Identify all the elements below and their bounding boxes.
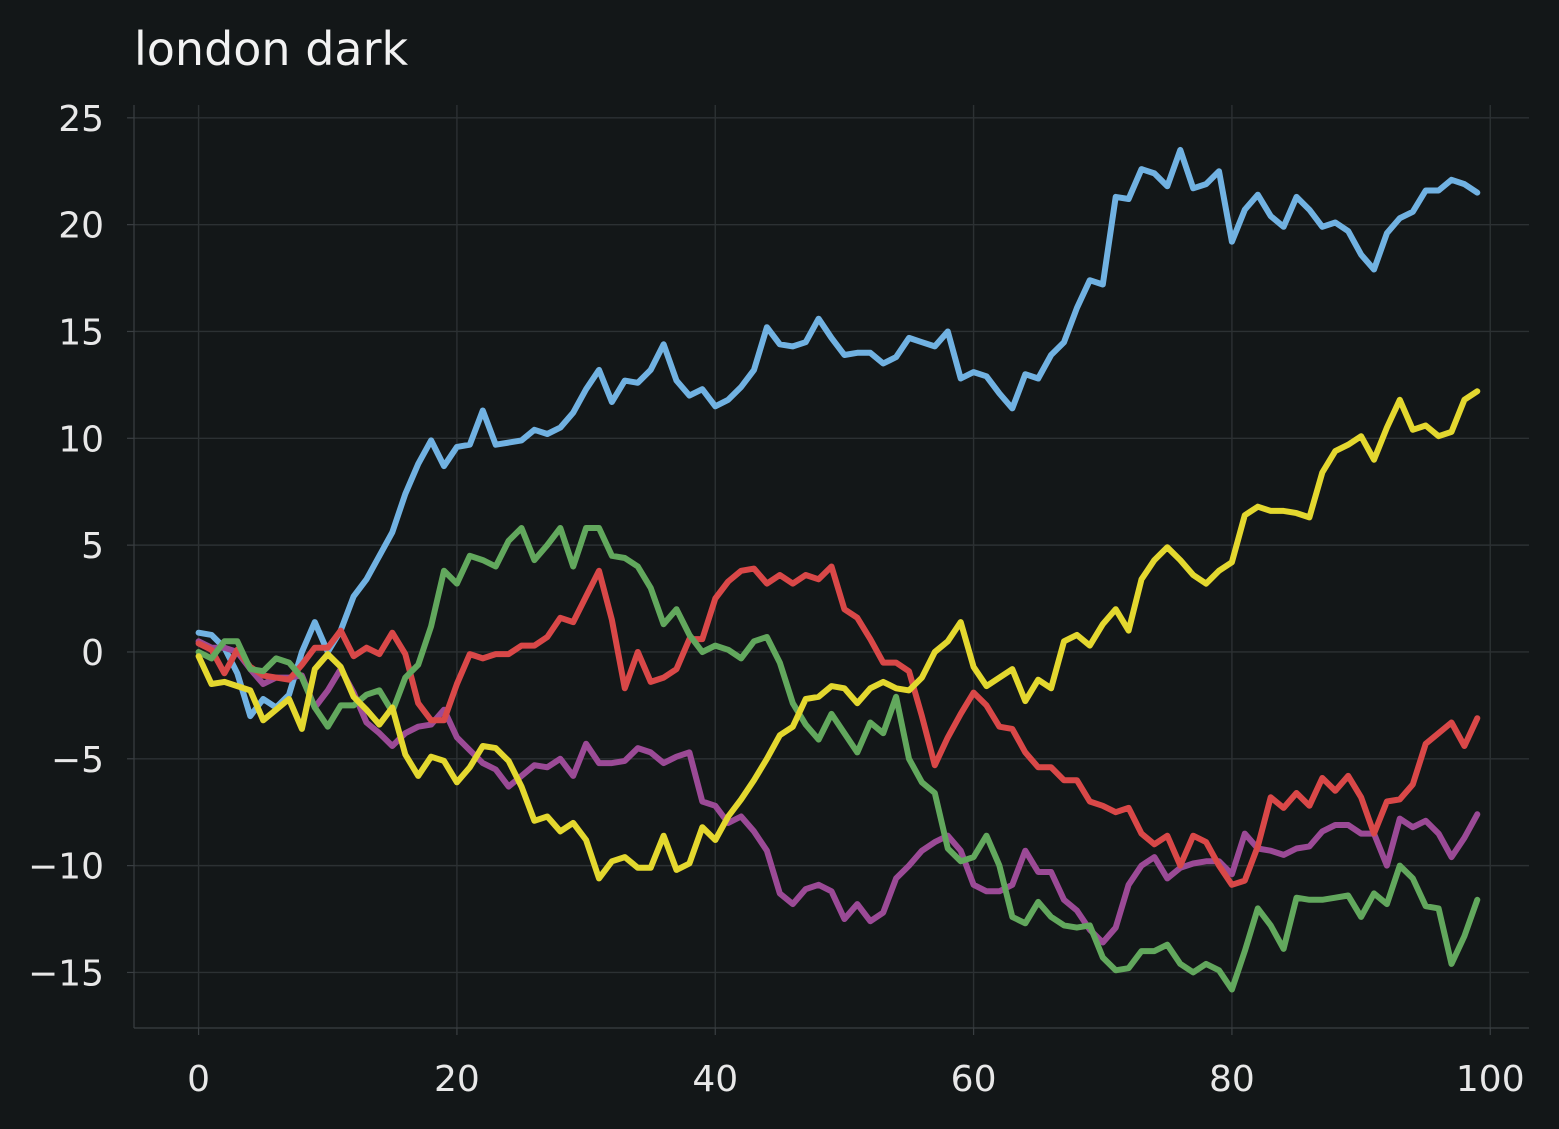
- series-line-2: [195, 638, 1481, 946]
- series-line-3: [195, 563, 1481, 888]
- x-tick-label: 60: [951, 1059, 997, 1100]
- y-tick-label: 5: [81, 526, 104, 567]
- x-tick-label: 100: [1456, 1059, 1525, 1100]
- y-tick-label: 0: [81, 633, 104, 674]
- series-line-1: [195, 146, 1481, 720]
- grid: [134, 105, 1529, 1028]
- y-tick-label: 25: [58, 99, 104, 140]
- chart-title: london dark: [134, 22, 409, 76]
- series-lines: [195, 146, 1481, 993]
- y-tick-label: −5: [51, 740, 104, 781]
- x-tick-label: 80: [1209, 1059, 1255, 1100]
- series-line-4: [195, 525, 1481, 993]
- axes: [127, 105, 1529, 1035]
- x-tick-label: 0: [187, 1059, 210, 1100]
- y-tick-label: 10: [58, 419, 104, 460]
- x-tick-label: 40: [692, 1059, 738, 1100]
- x-tick-label: 20: [434, 1059, 480, 1100]
- y-tick-labels: 25 20 15 10 5 0 −5 −10 −15: [28, 99, 104, 995]
- y-tick-label: −15: [28, 953, 104, 994]
- series-line-5: [195, 388, 1481, 882]
- x-tick-labels: 0 20 40 60 80 100: [187, 1059, 1524, 1100]
- y-tick-label: −10: [28, 847, 104, 888]
- y-tick-label: 15: [58, 312, 104, 353]
- y-tick-label: 20: [58, 206, 104, 247]
